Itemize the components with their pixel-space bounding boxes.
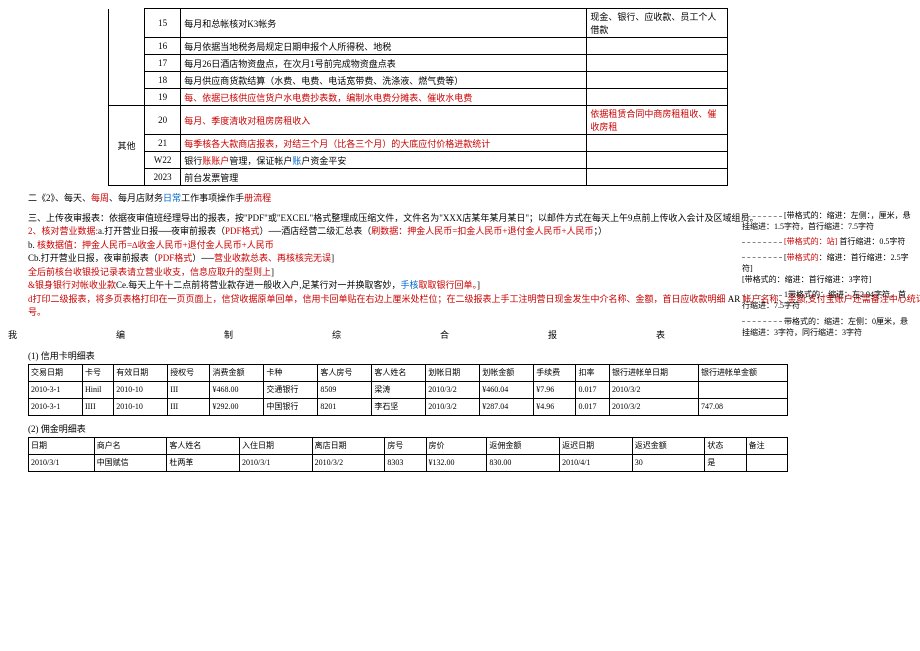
table-row: 2010-3-1IIII2010-10III¥292.00中国银行8201李石坚…: [29, 398, 788, 415]
col-header: 备注: [746, 437, 787, 454]
tasks-table: 15每月和总帐核对K3帐务现金、银行、应收款、员工个人借款16每月依据当地税务局…: [108, 8, 728, 186]
col-header: 商户名: [94, 437, 167, 454]
table1-label: (1) 信用卡明细表: [28, 349, 920, 362]
col-header: 银行进帐单日期: [610, 364, 699, 381]
col-header: 划帐金额: [480, 364, 534, 381]
col-header: 客人姓名: [372, 364, 426, 381]
col-header: 划帐日期: [426, 364, 480, 381]
col-header: 交易日期: [29, 364, 83, 381]
col-header: 客人房号: [318, 364, 372, 381]
side-label: 其他: [109, 106, 145, 186]
col-header: 离店日期: [312, 437, 385, 454]
table2-label: (2) 佣金明细表: [28, 422, 920, 435]
credit-card-table: 交易日期卡号有效日期授权号消费金额卡种客人房号客人姓名划帐日期划帐金额手续费扣率…: [28, 364, 788, 416]
section-2-title: 二《2》、每天、每周、每月店财务日常工作事项操作手册流程: [28, 192, 920, 206]
col-header: 卡号: [82, 364, 113, 381]
commission-table: 日期商户名客人姓名入住日期离店日期房号房价返佣金额返迟日期返迟金额状态备注201…: [28, 437, 788, 472]
col-header: 银行进帐单金额: [698, 364, 787, 381]
col-header: 手续费: [534, 364, 576, 381]
col-header: 消费金额: [210, 364, 264, 381]
col-header: 状态: [705, 437, 746, 454]
col-header: 有效日期: [114, 364, 168, 381]
col-header: 入住日期: [240, 437, 313, 454]
col-header: 授权号: [168, 364, 210, 381]
col-header: 卡种: [264, 364, 318, 381]
col-header: 返迟金额: [632, 437, 705, 454]
col-header: 扣率: [576, 364, 610, 381]
col-header: 返佣金额: [487, 437, 560, 454]
col-header: 日期: [29, 437, 95, 454]
format-annotations: [带格式的：缩进：左侧：，厘米，悬挂缩进：1.5字符，首行缩进：7.5字符 [带…: [742, 210, 912, 342]
col-header: 房号: [385, 437, 426, 454]
col-header: 返迟日期: [560, 437, 633, 454]
col-header: 房价: [426, 437, 487, 454]
table-row: 2010-3-1Hinil2010-10III¥468.00交通银行8509梁涛…: [29, 381, 788, 398]
table-row: 2010/3/1中国赋信杜两革2010/3/12010/3/28303¥132.…: [29, 454, 788, 471]
col-header: 客人姓名: [167, 437, 240, 454]
